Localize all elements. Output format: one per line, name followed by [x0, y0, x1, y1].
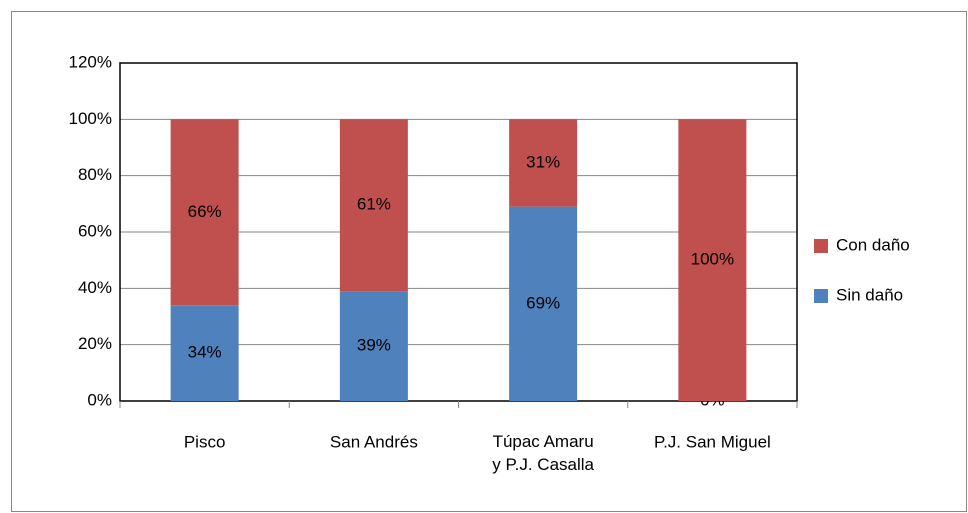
bar-segment: [339, 119, 408, 292]
bar-segment: [170, 305, 239, 401]
data-label: 31%: [526, 152, 560, 171]
bar-segment: [509, 206, 578, 401]
data-label: 66%: [188, 202, 222, 221]
bar-segment: [678, 119, 747, 401]
y-tick-label: 120%: [69, 52, 112, 71]
data-label: 39%: [357, 336, 391, 355]
legend-swatch: [814, 289, 828, 303]
x-tick-label: Pisco: [184, 432, 226, 451]
chart-frame: [11, 11, 967, 512]
x-tick-label: P.J. San Miguel: [654, 432, 771, 451]
bar-segment: [339, 291, 408, 401]
x-tick-label: San Andrés: [330, 432, 418, 451]
y-tick-label: 0%: [87, 390, 112, 409]
bar-segment: [170, 119, 239, 306]
data-label: 69%: [526, 293, 560, 312]
y-tick-label: 100%: [69, 109, 112, 128]
data-label: 61%: [357, 195, 391, 214]
bar-segment: [509, 119, 578, 207]
y-tick-label: 40%: [78, 278, 112, 297]
x-tick-label: Túpac Amaru y P.J. Casalla: [492, 432, 594, 474]
y-tick-label: 60%: [78, 221, 112, 240]
data-label: 34%: [188, 343, 222, 362]
y-tick-label: 80%: [78, 165, 112, 184]
legend-label: Con daño: [836, 235, 910, 254]
legend-label: Sin daño: [836, 285, 903, 304]
data-label: 100%: [691, 250, 734, 269]
y-tick-label: 20%: [78, 334, 112, 353]
legend-swatch: [814, 239, 828, 253]
